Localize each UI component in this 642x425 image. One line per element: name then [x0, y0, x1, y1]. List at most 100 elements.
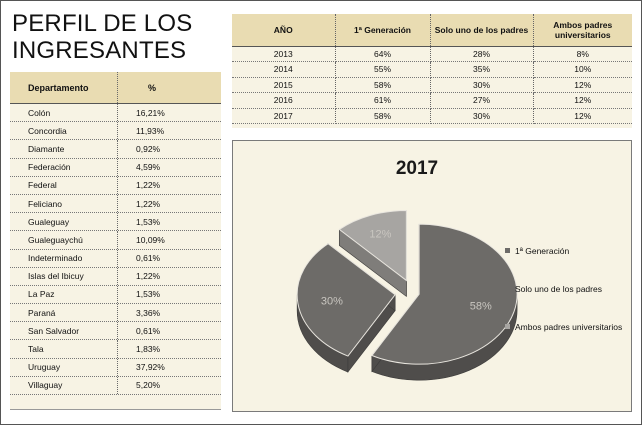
table-cell: 58%	[335, 108, 431, 124]
department-percent: 1,22%	[136, 180, 161, 191]
table-row: 2017 58% 30% 12%	[232, 108, 632, 124]
table-row: Gualeguay 1,53%	[10, 213, 221, 232]
header-percent: %	[148, 82, 157, 93]
slice-value-label: 30%	[321, 295, 343, 307]
table-cell: 28%	[430, 46, 534, 62]
table-row: 2016 61% 27% 12%	[232, 92, 632, 109]
page-title: PERFIL DE LOS INGRESANTES	[12, 10, 193, 64]
department-name: Indeterminado	[10, 249, 118, 267]
department-percent: 1,53%	[136, 289, 161, 300]
department-name: Villaguay	[10, 376, 118, 394]
table-cell: 10%	[533, 61, 632, 78]
table-row: 2014 55% 35% 10%	[232, 61, 632, 78]
table-row: Feliciano 1,22%	[10, 194, 221, 214]
chart-legend: 1ª Generación Solo uno de los padres Ambos…	[505, 246, 627, 360]
table-cell: 30%	[430, 77, 534, 93]
department-percent: 16,21%	[136, 107, 165, 118]
table-cell: 2015	[232, 77, 336, 93]
table-cell: 30%	[430, 108, 534, 124]
table-cell: 2016	[232, 92, 336, 109]
table-cell: 8%	[533, 46, 632, 62]
year-table: AÑO 1ª Generación Solo uno de los padres…	[232, 14, 632, 124]
table-row: Diamante 0,92%	[10, 140, 221, 159]
header-solo-uno: Solo uno de los padres	[430, 14, 534, 47]
header-ambos-padres: Ambos padres universitarios	[533, 14, 632, 47]
department-name: San Salvador	[10, 322, 118, 340]
department-name: Islas del Ibicuy	[10, 267, 118, 285]
department-percent: 11,93%	[136, 125, 165, 136]
table-row: Colón 16,21%	[10, 104, 221, 123]
table-cell: 27%	[430, 92, 534, 109]
header-departamento: Departamento	[10, 72, 118, 103]
table-row: 2013 64% 28% 8%	[232, 46, 632, 62]
department-name: Feliciano	[10, 194, 118, 213]
table-cell: 61%	[335, 92, 431, 109]
year-table-header: AÑO 1ª Generación Solo uno de los padres…	[232, 14, 632, 47]
legend-label: Ambos padres universitarios	[515, 322, 623, 332]
chart-title: 2017	[396, 158, 438, 179]
legend-item: Ambos padres universitarios	[505, 322, 627, 333]
pie-chart-panel: 2017 58% 30% 12% 1ª Generación Solo uno de …	[232, 140, 632, 412]
department-percent: 0,61%	[136, 325, 161, 336]
department-percent: 4,59%	[136, 162, 161, 173]
pie-slice-0	[371, 223, 518, 365]
legend-item: 1ª Generación	[505, 246, 627, 257]
table-row: Gualeguaychú 10,09%	[10, 231, 221, 250]
department-name: Gualeguaychú	[10, 231, 118, 249]
table-row: Federal 1,22%	[10, 176, 221, 195]
table-cell: 12%	[533, 108, 632, 124]
department-name: Diamante	[10, 140, 118, 158]
table-cell: 64%	[335, 46, 431, 62]
table-row: Tala 1,83%	[10, 340, 221, 359]
header-primera-generacion: 1ª Generación	[335, 14, 431, 47]
table-cell: 2013	[232, 46, 336, 62]
departments-table: Departamento % Colón 16,21% Concordia 11,93…	[10, 72, 221, 410]
table-row: Villaguay 5,20%	[10, 376, 221, 395]
legend-swatch	[505, 248, 510, 253]
department-percent: 5,20%	[136, 380, 161, 391]
table-cell: 35%	[430, 61, 534, 78]
department-percent: 1,83%	[136, 344, 161, 355]
department-name: Federal	[10, 176, 118, 194]
department-name: Paraná	[10, 304, 118, 322]
header-ano: AÑO	[232, 14, 336, 47]
department-name: La Paz	[10, 285, 118, 304]
slice-value-label: 12%	[369, 229, 391, 241]
table-row: Concordia 11,93%	[10, 122, 221, 141]
department-percent: 10,09%	[136, 234, 165, 245]
table-row: San Salvador 0,61%	[10, 322, 221, 341]
table-row: Islas del Ibicuy 1,22%	[10, 267, 221, 286]
table-row: Federación 4,59%	[10, 158, 221, 177]
table-row: La Paz 1,53%	[10, 285, 221, 305]
departments-table-body: Colón 16,21% Concordia 11,93% Diamante 0,92% F…	[10, 104, 221, 395]
table-cell: 2014	[232, 61, 336, 78]
legend-swatch	[505, 286, 510, 291]
table-row: Uruguay 37,92%	[10, 358, 221, 377]
department-percent: 1,22%	[136, 198, 161, 209]
pie-slice-1	[296, 243, 396, 357]
department-name: Tala	[10, 340, 118, 358]
department-percent: 3,36%	[136, 307, 161, 318]
table-row: Paraná 3,36%	[10, 304, 221, 323]
table-cell: 12%	[533, 92, 632, 109]
table-cell: 55%	[335, 61, 431, 78]
legend-swatch	[505, 324, 510, 329]
department-percent: 37,92%	[136, 362, 165, 373]
department-percent: 0,61%	[136, 253, 161, 264]
legend-label: 1ª Generación	[515, 246, 570, 256]
legend-item: Solo uno de los padres	[505, 284, 627, 295]
department-name: Uruguay	[10, 358, 118, 376]
year-table-panel: AÑO 1ª Generación Solo uno de los padres…	[232, 14, 632, 128]
slice-value-label: 58%	[470, 300, 492, 312]
department-percent: 1,22%	[136, 271, 161, 282]
table-row: 2015 58% 30% 12%	[232, 77, 632, 93]
department-percent: 0,92%	[136, 143, 161, 154]
department-name: Gualeguay	[10, 213, 118, 231]
department-name: Concordia	[10, 122, 118, 140]
legend-label: Solo uno de los padres	[515, 284, 602, 294]
department-name: Colón	[10, 104, 118, 122]
pie-chart: 2017 58% 30% 12%	[296, 158, 518, 381]
department-percent: 1,53%	[136, 216, 161, 227]
table-cell: 2017	[232, 108, 336, 124]
table-cell: 12%	[533, 77, 632, 93]
